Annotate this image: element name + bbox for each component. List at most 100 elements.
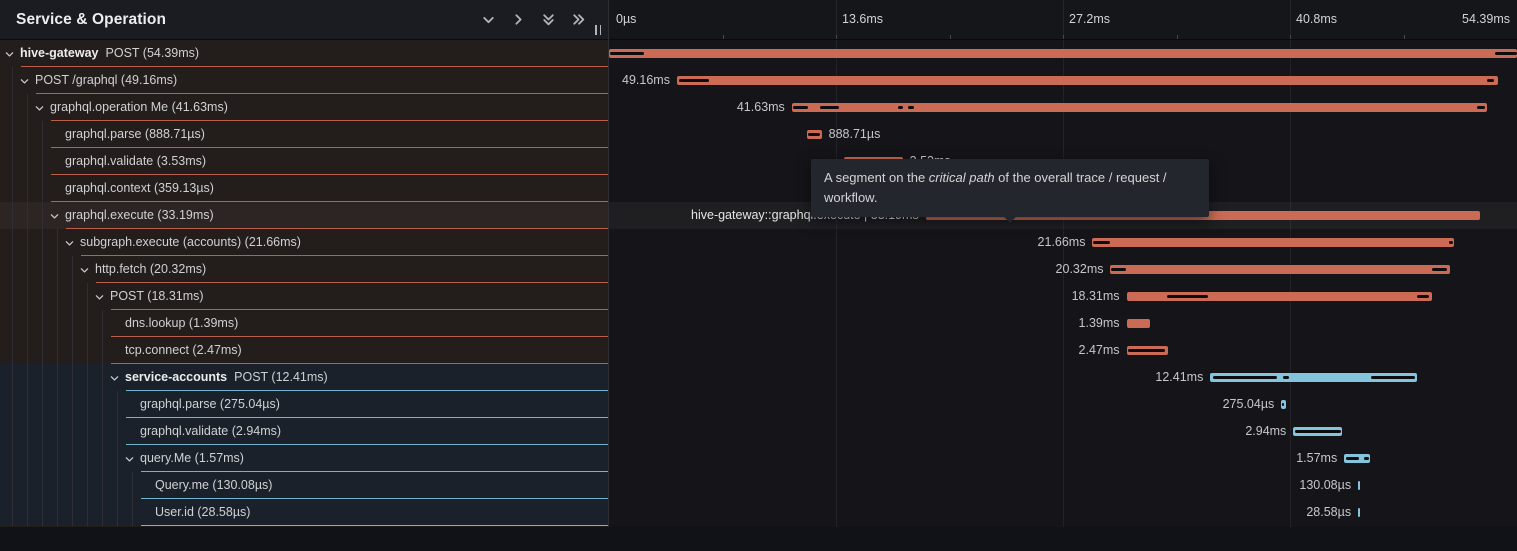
critical-path-segment [1111,268,1126,271]
timeline-tick-label: 0µs [616,12,637,26]
span-label: query.Me (1.57ms) [140,445,244,471]
span-bar[interactable] [1126,292,1433,301]
span-tree-row[interactable]: POST /graphql (49.16ms) [0,67,608,94]
timeline-header: 0µs 13.6ms 27.2ms 40.8ms 54.39ms [609,0,1517,40]
chevrons-right-icon[interactable] [571,12,586,27]
panel-resize-divider[interactable] [608,0,609,527]
indent-guides [0,418,120,445]
critical-path-segment [1128,349,1166,352]
timeline-subtick [1176,35,1178,39]
span-label: POST /graphql (49.16ms) [35,67,177,93]
span-tree-row[interactable]: tcp.connect (2.47ms) [0,337,608,364]
chevron-down-icon[interactable] [49,210,60,221]
span-bar[interactable] [609,49,1517,58]
row-accent-line [51,201,608,202]
span-tree-row[interactable]: graphql.context (359.13µs) [0,175,608,202]
chevron-down-icon[interactable] [109,372,120,383]
span-tree-row[interactable]: graphql.execute (33.19ms) [0,202,608,229]
span-label: graphql.context (359.13µs) [65,175,214,201]
chevron-down-icon[interactable] [124,453,135,464]
span-bar[interactable] [676,76,1498,85]
span-bar-row: 12.41ms [609,364,1517,391]
span-tree-row[interactable]: subgraph.execute (accounts) (21.66ms) [0,229,608,256]
span-tree-row[interactable]: graphql.operation Me (41.63ms) [0,94,608,121]
chevron-down-icon[interactable] [4,48,15,59]
critical-path-segment [897,106,904,109]
timeline-gridline [836,0,837,39]
span-bar[interactable] [791,103,1487,112]
span-bar[interactable] [806,130,822,139]
timeline-gridline [1063,0,1064,39]
span-bar-row: 21.66ms [609,229,1517,256]
chevron-down-icon[interactable] [64,237,75,248]
critical-path-segment [820,106,840,109]
span-bar[interactable] [1126,346,1168,355]
span-duration-label: 1.57ms [1296,451,1338,465]
critical-path-segment [1487,79,1494,82]
span-bar-row: 130.08µs [609,472,1517,499]
grip-vertical-icon[interactable] [593,23,603,37]
operation-name: POST (18.31ms) [110,289,204,303]
span-bar[interactable] [1126,319,1150,328]
span-tree-row[interactable]: User.id (28.58µs) [0,499,608,526]
operation-name: graphql.operation Me (41.63ms) [50,100,228,114]
span-label: tcp.connect (2.47ms) [125,337,242,363]
span-duration-label: 275.04µs [1222,397,1275,411]
span-bar[interactable] [1358,481,1361,490]
span-tree-row[interactable]: graphql.validate (2.94ms) [0,418,608,445]
span-label: subgraph.execute (accounts) (21.66ms) [80,229,301,255]
span-duration-label: 28.58µs [1306,505,1352,519]
chevron-down-icon[interactable] [481,12,496,27]
row-accent-line [111,336,608,337]
span-tree-row[interactable]: hive-gateway POST (54.39ms) [0,40,608,67]
operation-name: tcp.connect (2.47ms) [125,343,242,357]
critical-path-segment [610,52,645,55]
span-tree-row[interactable]: POST (18.31ms) [0,283,608,310]
row-accent-line [126,444,608,445]
chevron-down-icon[interactable] [79,264,90,275]
tree-toolbar [481,0,586,39]
chevrons-down-icon[interactable] [541,12,556,27]
row-accent-line [21,66,608,67]
span-bar[interactable] [1344,454,1371,463]
span-bar[interactable] [1110,265,1450,274]
critical-path-segment [1282,376,1289,379]
span-bar-row: 888.71µs [609,121,1517,148]
service-name: hive-gateway [20,46,99,60]
timeline-subtick [949,35,951,39]
span-tree-row[interactable]: service-accounts POST (12.41ms) [0,364,608,391]
indent-guides [0,175,45,202]
span-tree-row[interactable]: dns.lookup (1.39ms) [0,310,608,337]
chevron-down-icon[interactable] [34,102,45,113]
span-bar[interactable] [1293,427,1343,436]
span-duration-label: 21.66ms [1037,235,1086,249]
span-duration-label: 49.16ms [622,73,670,87]
indent-guides [0,445,120,472]
span-duration-label: 130.08µs [1299,478,1352,492]
span-tree-row[interactable]: graphql.parse (275.04µs) [0,391,608,418]
row-accent-line [51,174,608,175]
span-bar[interactable] [1358,508,1361,517]
tooltip-text-prefix: A segment on the [824,170,929,185]
span-tree-row[interactable]: query.Me (1.57ms) [0,445,608,472]
span-bar-row: 41.63ms [609,94,1517,121]
span-tree-row[interactable]: Query.me (130.08µs) [0,472,608,499]
chevron-down-icon[interactable] [94,291,105,302]
chevron-down-icon[interactable] [19,75,30,86]
span-tree-row[interactable]: graphql.parse (888.71µs) [0,121,608,148]
span-bar[interactable] [1092,238,1455,247]
span-duration-label: 2.47ms [1078,343,1120,357]
span-bar[interactable] [1281,400,1286,409]
span-bar[interactable] [1210,373,1418,382]
span-tree-row[interactable]: http.fetch (20.32ms) [0,256,608,283]
span-label: graphql.parse (888.71µs) [65,121,205,147]
chevron-right-icon[interactable] [511,12,526,27]
indent-guides [0,310,105,337]
critical-path-segment [1166,295,1209,298]
row-accent-line [111,363,608,364]
critical-path-segment [808,133,820,136]
span-tree-row[interactable]: graphql.validate (3.53ms) [0,148,608,175]
row-accent-line [126,417,608,418]
timeline-subtick [1063,35,1064,39]
critical-path-segment [1282,403,1285,406]
